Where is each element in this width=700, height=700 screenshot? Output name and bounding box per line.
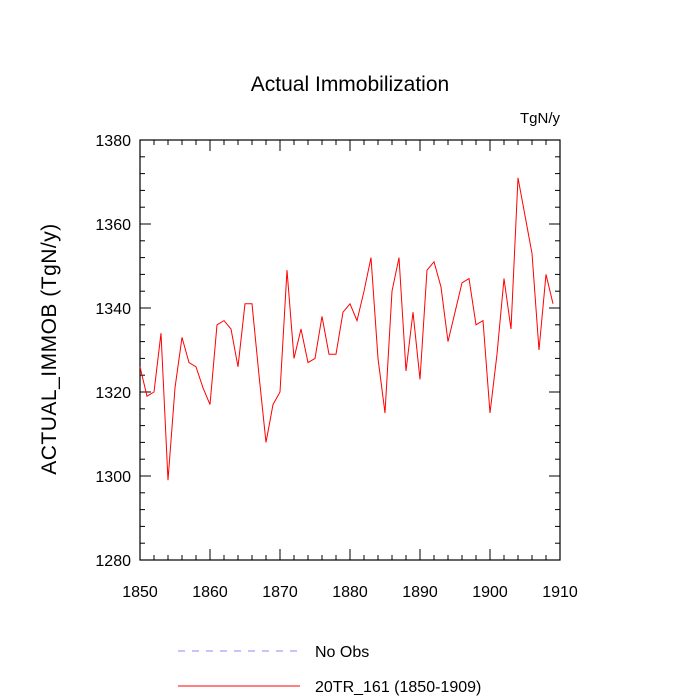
- units-label: TgN/y: [520, 110, 561, 127]
- series-line: [139, 177, 554, 481]
- x-tick-label: 1870: [262, 584, 298, 601]
- x-tick-label: 1850: [122, 584, 158, 601]
- y-tick-label: 1300: [95, 469, 131, 486]
- y-tick-label: 1340: [95, 301, 131, 318]
- legend-label: 20TR_161 (1850-1909): [315, 679, 481, 696]
- y-tick-label: 1380: [95, 133, 131, 150]
- x-tick-label: 1860: [192, 584, 228, 601]
- legend-label: No Obs: [315, 644, 369, 661]
- x-tick-label: 1890: [402, 584, 438, 601]
- y-tick-label: 1280: [95, 553, 131, 570]
- legend: No Obs 20TR_161 (1850-1909): [178, 644, 481, 696]
- series-group: [139, 177, 554, 481]
- chart-title: Actual Immobilization: [251, 73, 449, 96]
- x-tick-label: 1880: [332, 584, 368, 601]
- axis-ticks: 1850 1860 1870 1880 1890 1900 1910 1280 1300 1320…: [95, 133, 577, 601]
- x-tick-label: 1910: [542, 584, 578, 601]
- y-axis-label: ACTUAL_IMMOB (TgN/y): [38, 223, 61, 475]
- x-tick-label: 1900: [472, 584, 508, 601]
- y-tick-label: 1320: [95, 385, 131, 402]
- y-tick-label: 1360: [95, 217, 131, 234]
